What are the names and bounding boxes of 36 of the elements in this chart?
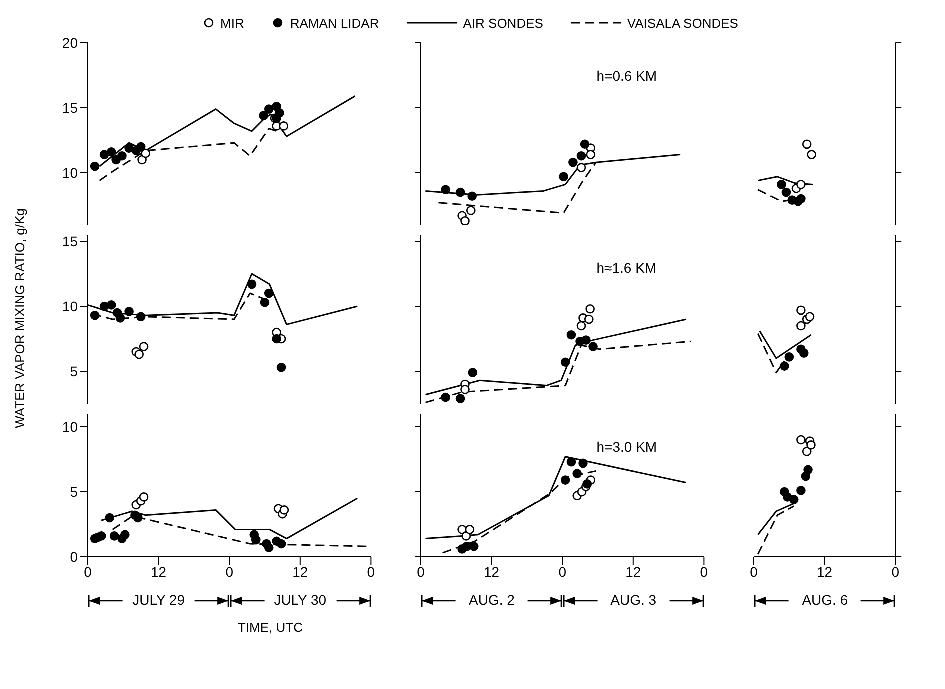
legend-label: AIR SONDES	[463, 16, 544, 30]
text: JULY 30	[273, 592, 328, 608]
x-tick-label: 0	[417, 564, 426, 580]
y-tick-label: 5	[70, 484, 78, 500]
x-tick-label: 0	[84, 564, 92, 580]
x-tick-label: 0	[226, 564, 234, 580]
y-tick-label: 10	[62, 418, 78, 435]
x-tick-label: 12	[817, 564, 834, 580]
annotation: h≈1.6 KM	[596, 260, 657, 276]
text: AUG. 2	[468, 592, 516, 608]
x-tick-label: 0	[700, 564, 708, 580]
y-tick-label: 20	[62, 34, 78, 51]
y-tick-label: 10	[62, 164, 78, 181]
legend-label: RAMAN LIDAR	[290, 16, 380, 30]
annotation: h=3.0 KM	[596, 439, 658, 455]
x-tick-label: 0	[558, 564, 567, 580]
x-tick-label: 12	[626, 564, 642, 580]
y-tick-label: 10	[62, 298, 78, 314]
text: JULY 29	[132, 592, 186, 608]
legend-label: VAISALA SONDES	[627, 16, 738, 30]
text: AUG. 6	[801, 592, 850, 608]
x-tick-label: 0	[367, 564, 376, 580]
y-tick-label: 0	[70, 548, 78, 565]
x-tick-label: 12	[292, 564, 308, 580]
y-axis-title: WATER VAPOR MIXING RATIO, g/Kg	[12, 207, 28, 430]
annotation: h=0.6 KM	[596, 68, 658, 84]
legend-label: MIR	[220, 16, 244, 30]
x-axis-title: TIME, UTC	[238, 619, 304, 635]
y-tick-label: 15	[62, 100, 78, 116]
text: AUG. 3	[610, 592, 658, 608]
x-tick-label: 0	[750, 564, 758, 580]
y-tick-label: 15	[62, 233, 78, 250]
y-tick-label: 5	[70, 363, 78, 380]
x-tick-label: 12	[484, 564, 500, 580]
x-tick-label: 12	[151, 564, 167, 580]
x-tick-label: 0	[892, 564, 900, 580]
